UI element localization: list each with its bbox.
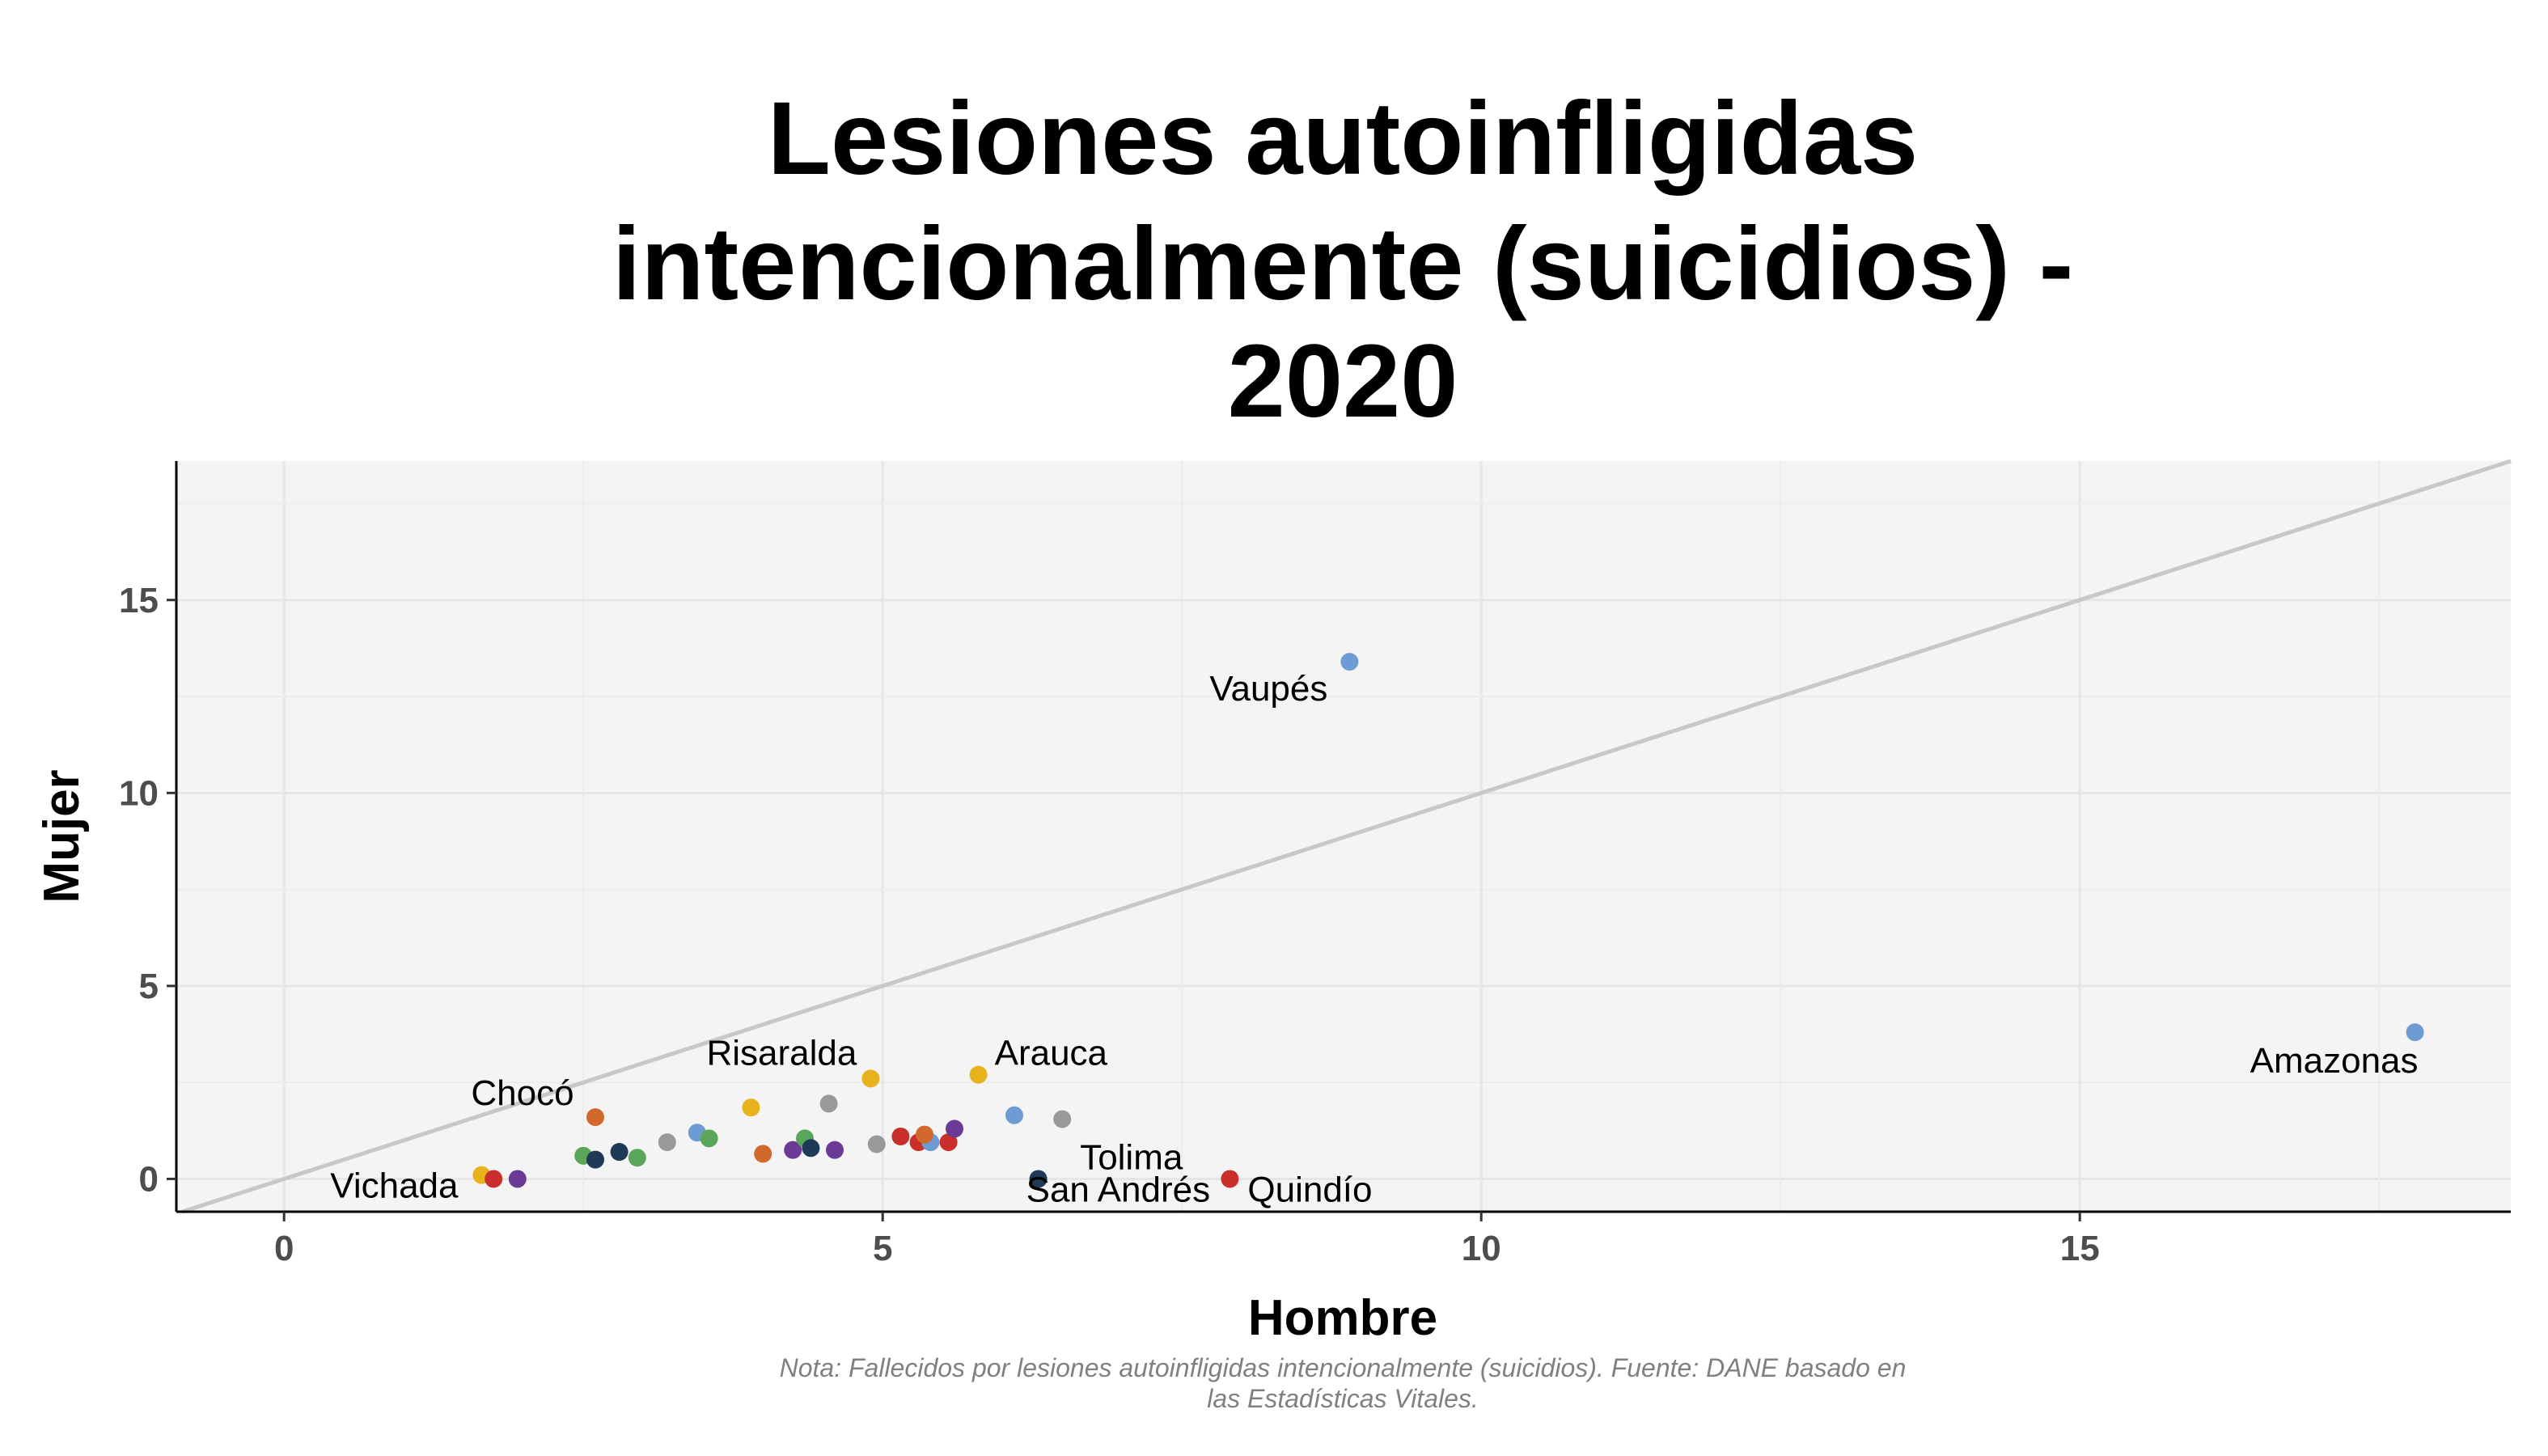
data-point [1340,653,1359,671]
identity-reference-line [181,459,2512,1214]
data-point [916,1125,933,1144]
data-point [1053,1110,1072,1128]
point-label: Quindío [1247,1170,1372,1209]
data-point [754,1145,772,1163]
data-point [485,1170,503,1188]
data-point [2406,1023,2424,1042]
data-point [586,1108,604,1127]
data-point [891,1127,910,1145]
point-labels: Amazonas Vaupés Arauca Risaralda Chocó Tolima… [330,669,2418,1209]
data-point [658,1133,676,1152]
data-point [586,1150,604,1169]
data-point [1221,1170,1239,1188]
caption-line-1: Nota: Fallecidos por lesiones autoinflig… [780,1353,1907,1382]
data-point [826,1141,844,1159]
y-axis-ticks: 0 5 10 15 [119,581,176,1199]
point-label: Vaupés [1209,669,1327,709]
point-label: Amazonas [2250,1041,2419,1081]
data-point [1029,1170,1048,1188]
data-point [610,1143,629,1162]
data-point [939,1133,958,1152]
y-tick-label: 5 [139,967,159,1006]
data-point [802,1139,820,1158]
y-tick-label: 0 [139,1159,159,1199]
chart-title-line-3: 2020 [1228,324,1458,439]
point-label: Vichada [330,1166,459,1206]
point-label: Risaralda [706,1033,857,1073]
point-label: San Andrés [1026,1170,1211,1209]
data-point [861,1069,880,1088]
point-label: Arauca [995,1034,1108,1073]
point-label: Tolima [1080,1137,1183,1177]
data-point [628,1149,646,1167]
data-point [508,1170,527,1188]
x-tick-label: 15 [2060,1229,2100,1268]
chart-title-line-1: Lesiones autoinfligidas [768,81,1918,197]
data-point [969,1065,988,1084]
data-point [867,1135,886,1153]
y-tick-label: 10 [119,773,159,813]
chart-title-line-2: intencionalmente (suicidios) - [612,206,2073,322]
grid-lines [176,461,2511,1212]
data-point [784,1141,802,1159]
x-axis-title: Hombre [1248,1290,1437,1346]
data-point [700,1129,718,1148]
y-axis-title: Mujer [34,769,90,903]
point-label: Chocó [471,1073,574,1113]
x-axis-ticks: 0 5 10 15 [274,1212,2100,1268]
y-tick-label: 15 [119,581,159,620]
data-point [1005,1106,1023,1124]
data-point [742,1098,760,1117]
x-tick-label: 0 [274,1229,294,1268]
x-tick-label: 10 [1462,1229,1501,1268]
x-tick-label: 5 [873,1229,892,1268]
data-point [946,1120,963,1138]
data-point [819,1094,838,1113]
caption-line-2: las Estadísticas Vitales. [1207,1384,1479,1413]
data-points [472,653,2424,1188]
